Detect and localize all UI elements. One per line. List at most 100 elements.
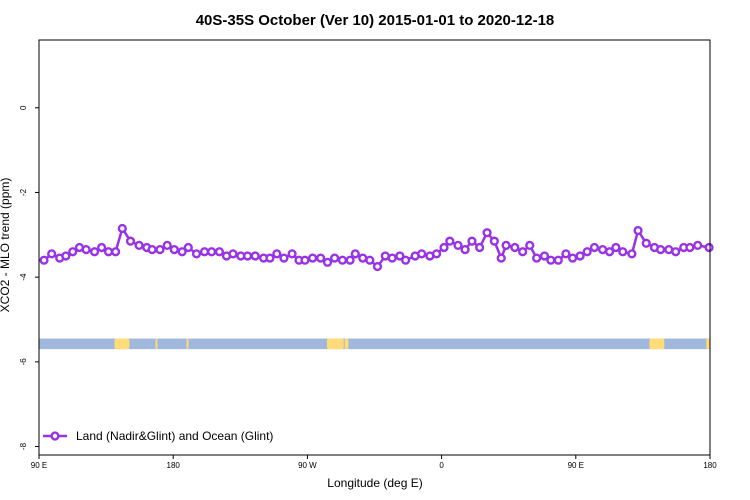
data-point bbox=[604, 247, 615, 257]
land-segment bbox=[155, 338, 158, 350]
land-ocean-band bbox=[39, 338, 710, 350]
data-point bbox=[611, 242, 621, 253]
data-point bbox=[162, 240, 172, 250]
data-point bbox=[111, 247, 121, 257]
land-segment bbox=[326, 338, 344, 350]
data-point bbox=[308, 253, 318, 263]
plot-frame bbox=[38, 39, 711, 456]
data-point bbox=[510, 242, 520, 253]
data-point bbox=[693, 240, 703, 250]
y-axis-label: XCO2 - MLO trend (ppm) bbox=[0, 178, 12, 313]
data-point bbox=[272, 249, 282, 259]
data-point bbox=[322, 257, 333, 267]
data-point bbox=[656, 245, 666, 255]
data-point bbox=[250, 251, 260, 261]
data-point bbox=[199, 247, 210, 257]
data-point bbox=[47, 249, 57, 259]
y-tick-label: 0 bbox=[19, 105, 28, 110]
data-point bbox=[214, 247, 225, 257]
data-point bbox=[568, 253, 578, 263]
data-point bbox=[501, 240, 511, 250]
data-point bbox=[561, 249, 571, 259]
data-point bbox=[81, 245, 91, 255]
data-point bbox=[589, 242, 600, 253]
data-point bbox=[633, 225, 643, 236]
data-point bbox=[627, 249, 637, 259]
x-axis-label: Longitude (deg E) bbox=[327, 476, 422, 490]
data-point bbox=[482, 228, 492, 238]
data-point bbox=[553, 255, 563, 265]
data-point bbox=[300, 255, 310, 265]
data-point bbox=[350, 249, 360, 259]
data-point bbox=[183, 242, 193, 253]
data-point bbox=[103, 247, 114, 257]
chart-title: 40S-35S October (Ver 10) 2015-01-01 to 2… bbox=[196, 12, 555, 29]
land-segment bbox=[344, 338, 349, 350]
land-segment bbox=[186, 338, 189, 350]
x-axis: 90 E 180 90 W 0 90 E 180 bbox=[31, 455, 717, 470]
data-point bbox=[431, 249, 442, 259]
data-point bbox=[287, 249, 297, 259]
data-point bbox=[395, 251, 405, 261]
y-axis: 0 -2 -4 -6 -8 bbox=[19, 105, 39, 450]
data-point bbox=[365, 255, 375, 265]
data-point bbox=[316, 253, 326, 263]
data-point bbox=[518, 247, 528, 257]
data-point bbox=[453, 240, 463, 250]
data-point bbox=[475, 242, 485, 253]
x-tick-label: 90 E bbox=[31, 461, 47, 470]
x-tick-label: 90 E bbox=[568, 461, 584, 470]
data-point bbox=[546, 255, 556, 265]
data-point bbox=[618, 247, 628, 257]
data-point bbox=[582, 247, 592, 257]
data-point bbox=[206, 247, 217, 257]
data-point bbox=[539, 251, 550, 261]
x-tick-label: 180 bbox=[703, 461, 717, 470]
data-point bbox=[496, 253, 506, 263]
x-tick-label: 0 bbox=[439, 461, 444, 470]
data-point bbox=[417, 249, 427, 259]
data-point bbox=[704, 242, 714, 253]
legend-swatch-marker bbox=[50, 431, 60, 441]
data-point bbox=[39, 255, 49, 265]
data-point bbox=[345, 255, 355, 265]
data-point bbox=[401, 255, 411, 265]
data-point bbox=[242, 251, 253, 261]
data-point bbox=[671, 247, 681, 257]
data-point bbox=[387, 253, 397, 263]
legend: Land (Nadir&Glint) and Ocean (Glint) bbox=[43, 429, 273, 443]
data-point bbox=[117, 223, 127, 234]
data-point bbox=[147, 245, 157, 255]
data-point bbox=[89, 247, 100, 257]
y-tick-label: -8 bbox=[19, 442, 28, 450]
data-point bbox=[330, 253, 340, 263]
data-point bbox=[575, 251, 585, 261]
data-point bbox=[641, 238, 651, 248]
land-segment bbox=[649, 338, 665, 350]
data-point bbox=[525, 240, 535, 250]
data-point bbox=[134, 240, 144, 250]
data-point bbox=[279, 253, 289, 263]
data-point bbox=[372, 261, 383, 272]
data-point bbox=[685, 242, 695, 253]
data-point bbox=[532, 253, 542, 263]
data-point bbox=[358, 253, 368, 263]
x-tick-label: 90 W bbox=[298, 461, 317, 470]
y-tick-label: -6 bbox=[19, 358, 28, 366]
data-point bbox=[467, 236, 477, 246]
y-tick-label: -2 bbox=[19, 188, 28, 196]
data-point bbox=[97, 242, 107, 253]
land-segment bbox=[706, 338, 710, 350]
data-point bbox=[61, 251, 71, 261]
data-point bbox=[265, 253, 275, 263]
data-point bbox=[439, 242, 449, 253]
data-point bbox=[460, 245, 470, 255]
land-segment bbox=[114, 338, 130, 350]
y-tick-label: -4 bbox=[19, 273, 28, 281]
data-point bbox=[337, 255, 348, 265]
data-point bbox=[155, 245, 165, 255]
data-point bbox=[125, 236, 136, 246]
series-layer bbox=[39, 223, 714, 272]
data-point bbox=[445, 236, 455, 246]
x-tick-label: 180 bbox=[167, 461, 181, 470]
